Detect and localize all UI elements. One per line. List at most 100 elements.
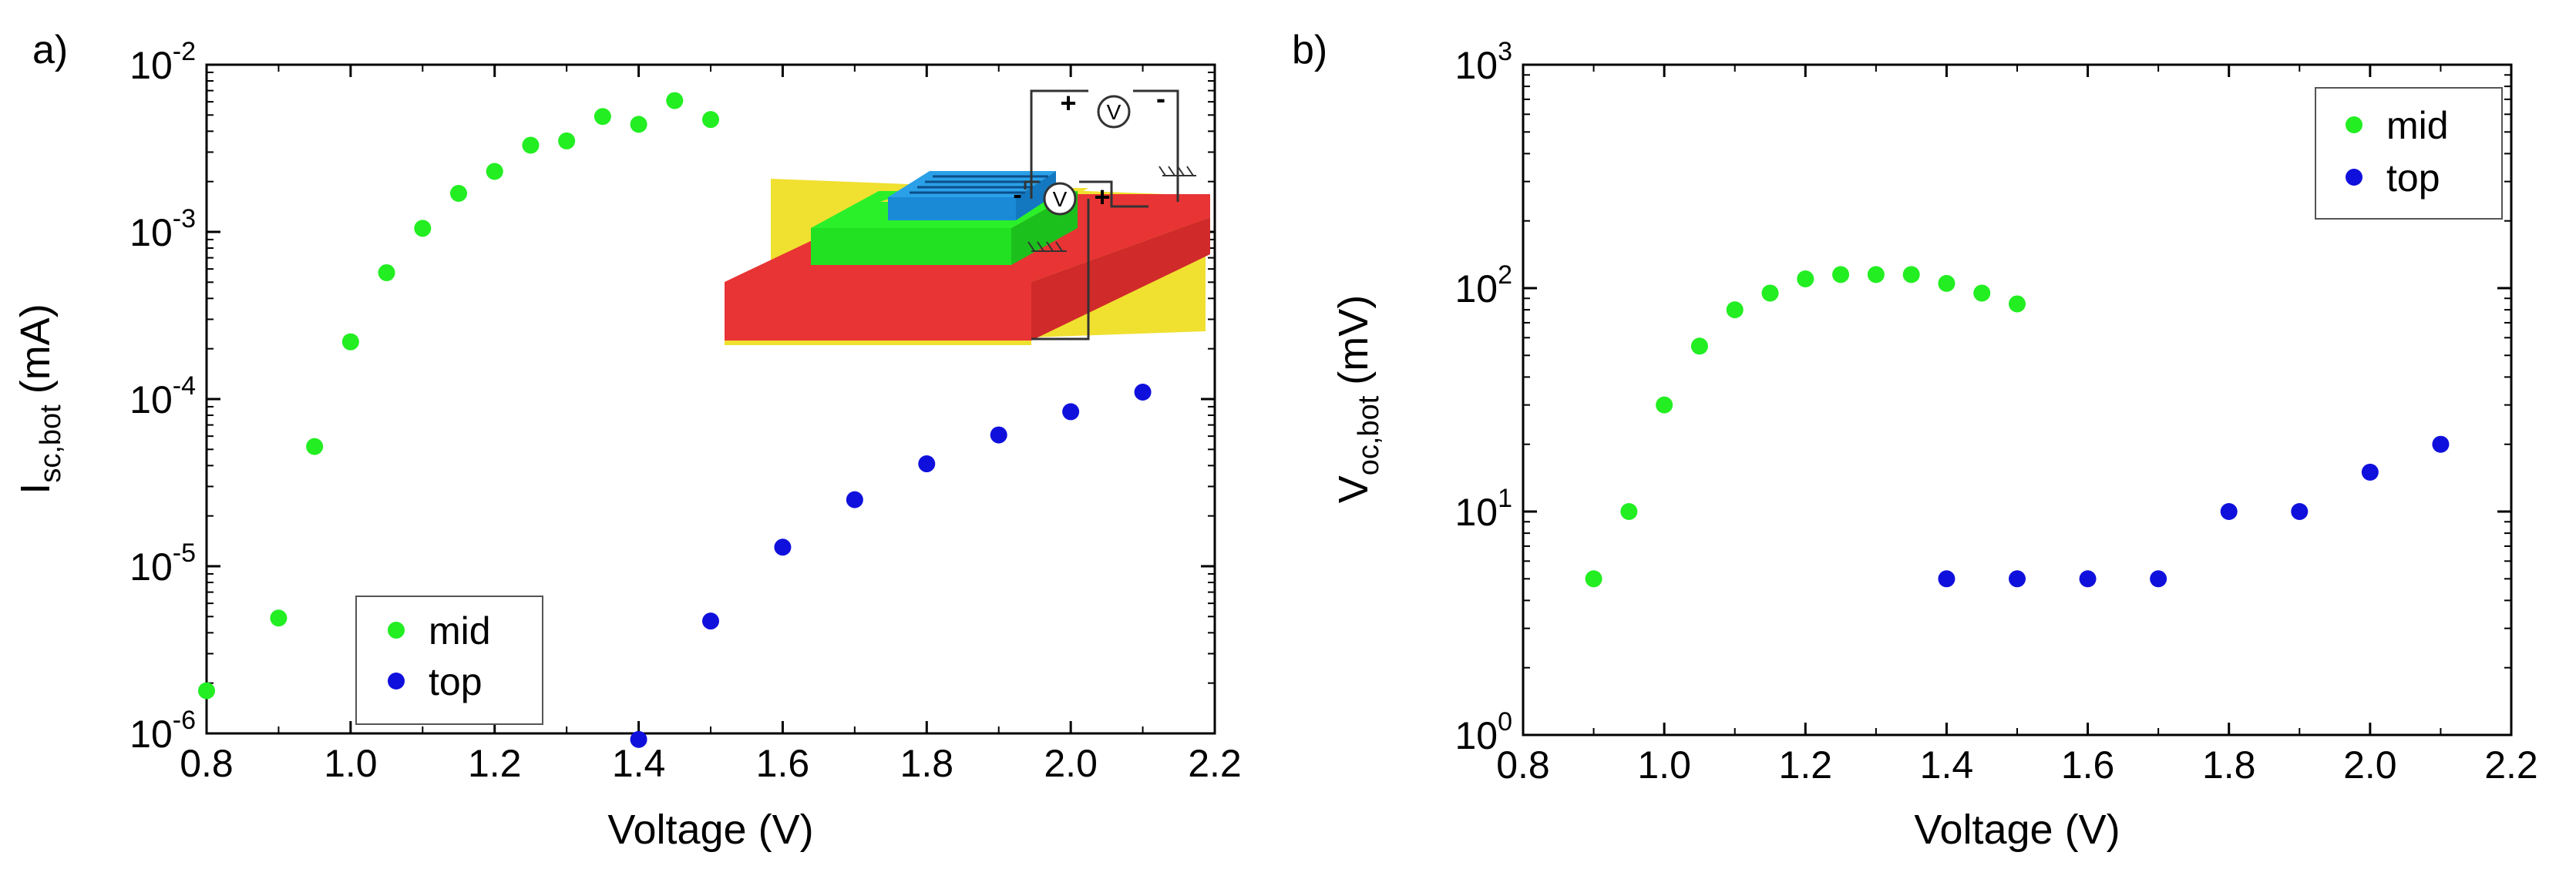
inset-minus-mid: - xyxy=(1013,180,1021,210)
data-point-top xyxy=(702,612,719,630)
inset-minus-top: - xyxy=(1156,82,1165,114)
data-point-top xyxy=(2432,435,2450,453)
x-tick-label: 1.6 xyxy=(2061,743,2115,787)
inset-voltmeter-top xyxy=(1097,95,1131,129)
y-tick-label: 101 xyxy=(1454,484,1512,534)
inset-wires xyxy=(1024,89,1179,341)
data-point-mid xyxy=(341,333,359,351)
data-point-mid xyxy=(450,184,467,202)
x-tick-label: 1.0 xyxy=(1637,743,1691,787)
data-point-mid xyxy=(558,132,576,149)
x-tick-label: 1.6 xyxy=(756,742,810,785)
data-point-mid xyxy=(198,682,215,700)
inset-voltmeter-mid-label: V xyxy=(1053,187,1068,211)
data-point-mid xyxy=(1620,503,1638,520)
legend-label-mid-b: mid xyxy=(2386,104,2449,147)
y-axis-title-a: Isc,bot (mA) xyxy=(12,304,67,494)
data-point-mid xyxy=(306,438,324,455)
x-tick-label: 2.0 xyxy=(1044,742,1098,785)
x-tick-label: 1.0 xyxy=(324,742,378,785)
data-point-mid xyxy=(2009,295,2026,313)
inset-red-front xyxy=(725,282,1031,341)
legend-a: mid top xyxy=(355,596,543,725)
data-point-top xyxy=(2009,570,2026,588)
data-point-mid xyxy=(702,111,719,129)
inset-plus-mid: + xyxy=(1094,181,1110,213)
legend-marker-mid-b xyxy=(2346,116,2362,133)
y-axis-symbol-a: I xyxy=(12,483,59,495)
data-point-top xyxy=(2220,503,2238,520)
x-tick-labels-b: 0.8 1.0 1.2 1.4 1.6 1.8 2.0 2.2 xyxy=(1496,743,2538,787)
data-point-top xyxy=(630,730,647,748)
data-point-top xyxy=(1134,384,1152,401)
y-axis-subscript-a: sc,bot xyxy=(35,404,67,483)
x-tick-label: 1.2 xyxy=(1779,743,1833,787)
data-point-top xyxy=(774,539,792,556)
legend-marker-mid-a xyxy=(388,622,405,639)
data-point-mid xyxy=(1585,570,1602,588)
data-point-mid xyxy=(1902,266,1920,284)
data-point-top xyxy=(918,455,936,473)
inset-green-front xyxy=(811,228,1011,265)
data-point-top xyxy=(1938,570,1956,588)
legend-label-mid-a: mid xyxy=(429,609,491,653)
y-tick-label: 10-2 xyxy=(129,37,196,87)
data-point-top xyxy=(2361,463,2379,481)
data-point-mid xyxy=(522,136,540,154)
inset-schematic: V + - V - + xyxy=(725,82,1210,345)
legend-marker-top-a xyxy=(388,673,405,689)
inset-voltmeter-top-label: V xyxy=(1107,100,1122,124)
data-point-mid xyxy=(594,108,611,126)
x-tick-label: 1.4 xyxy=(612,742,666,785)
inset-blue-front xyxy=(888,197,1016,220)
legend-box-b xyxy=(2315,87,2503,220)
data-point-mid xyxy=(1726,301,1744,319)
y-axis-unit-b: (mV) xyxy=(1330,295,1377,385)
data-point-top xyxy=(990,426,1007,444)
x-tick-label: 2.0 xyxy=(2343,743,2397,787)
y-axis-unit-a: (mA) xyxy=(12,304,59,394)
x-tick-label: 1.2 xyxy=(468,742,522,785)
data-point-top xyxy=(2150,570,2167,588)
ticks-b xyxy=(1522,63,2513,736)
x-tick-labels-a: 0.8 1.0 1.2 1.4 1.6 1.8 2.0 2.2 xyxy=(180,742,1242,785)
data-points-b xyxy=(1585,266,2450,588)
y-tick-label: 10-4 xyxy=(129,371,196,421)
x-tick-label: 0.8 xyxy=(1496,743,1550,787)
legend-box-a xyxy=(355,596,543,725)
y-tick-label: 10-3 xyxy=(129,204,196,254)
panel-a: a) 0.8 1.0 1.2 1.4 1.6 1.8 2.0 2.2 10-6 10-5 10-4… xyxy=(12,28,1242,853)
ticks-a xyxy=(205,63,1216,735)
y-tick-label: 103 xyxy=(1454,37,1512,87)
data-point-mid xyxy=(630,116,647,133)
x-tick-label: 0.8 xyxy=(180,742,234,785)
data-points-a xyxy=(198,92,1152,748)
y-axis-symbol-b: V xyxy=(1330,475,1377,503)
inset-blue-stripes xyxy=(910,175,1048,194)
data-point-mid xyxy=(486,163,503,180)
data-point-mid xyxy=(378,263,395,281)
data-point-mid xyxy=(1938,274,1956,292)
legend-label-top-a: top xyxy=(429,660,483,703)
inset-red-side xyxy=(1031,217,1210,341)
panel-label-b: b) xyxy=(1292,28,1327,72)
legend-b: mid top xyxy=(2315,87,2503,220)
data-point-mid xyxy=(1656,396,1673,414)
data-point-top xyxy=(846,491,863,508)
data-point-mid xyxy=(1832,266,1850,284)
x-tick-label: 1.8 xyxy=(2202,743,2256,787)
data-point-mid xyxy=(1867,266,1885,284)
y-axis-title-b: Voc,bot (mV) xyxy=(1330,295,1385,504)
y-axis-subscript-b: oc,bot xyxy=(1353,395,1385,475)
y-tick-labels-b: 100 101 102 103 xyxy=(1454,37,1512,757)
data-point-mid xyxy=(1797,270,1814,287)
inset-voltmeter-mid xyxy=(1043,182,1077,216)
legend-marker-top-b xyxy=(2346,169,2362,186)
y-tick-label: 102 xyxy=(1454,260,1512,310)
x-axis-title-b: Voltage (V) xyxy=(1914,807,2120,853)
x-axis-title-a: Voltage (V) xyxy=(607,807,813,853)
data-point-mid xyxy=(1973,284,1991,302)
y-tick-label: 100 xyxy=(1454,707,1512,757)
data-point-mid xyxy=(414,220,432,237)
